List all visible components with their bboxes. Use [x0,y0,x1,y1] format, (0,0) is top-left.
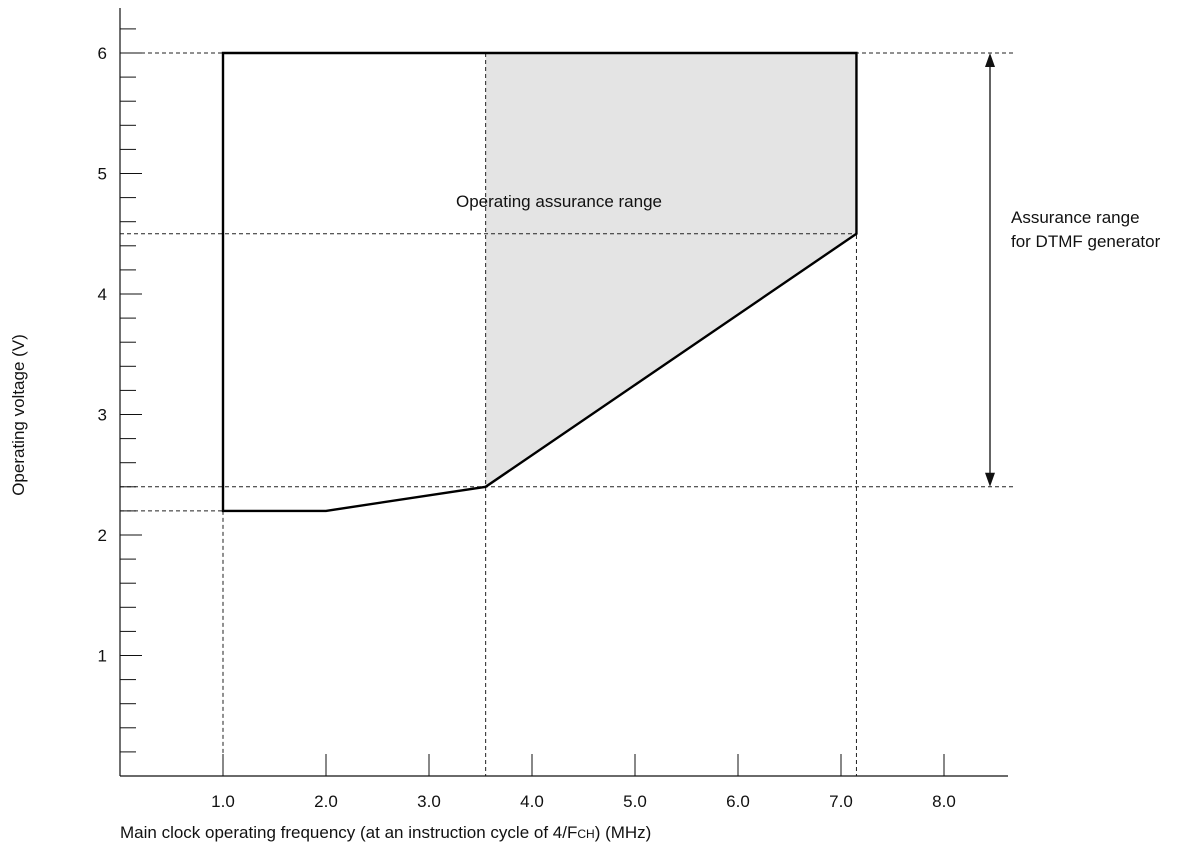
x-tick-label: 5.0 [623,792,647,811]
operating-range-label: Operating assurance range [456,192,662,211]
x-tick-label: 1.0 [211,792,235,811]
x-tick-label: 4.0 [520,792,544,811]
arrow-head-down [985,472,995,487]
arrow-head-up [985,53,995,67]
dtmf-range-area [485,53,857,487]
y-tick-label: 3 [98,406,107,425]
y-axis-title: Operating voltage (V) [9,334,28,496]
x-tick-label: 7.0 [829,792,853,811]
x-tick-label: 3.0 [417,792,441,811]
y-tick-label: 4 [98,285,107,304]
dtmf-range-label: Assurance range [1011,208,1140,227]
y-tick-label: 5 [98,165,107,184]
operating-range-boundary [221,51,858,513]
dtmf-range-label: for DTMF generator [1011,232,1161,251]
x-tick-label: 8.0 [932,792,956,811]
y-tick-label: 2 [98,526,107,545]
x-tick-label: 2.0 [314,792,338,811]
x-tick-label: 6.0 [726,792,750,811]
y-tick-label: 1 [98,647,107,666]
x-axis-title: Main clock operating frequency (at an in… [120,823,651,842]
y-tick-label: 6 [98,44,107,63]
